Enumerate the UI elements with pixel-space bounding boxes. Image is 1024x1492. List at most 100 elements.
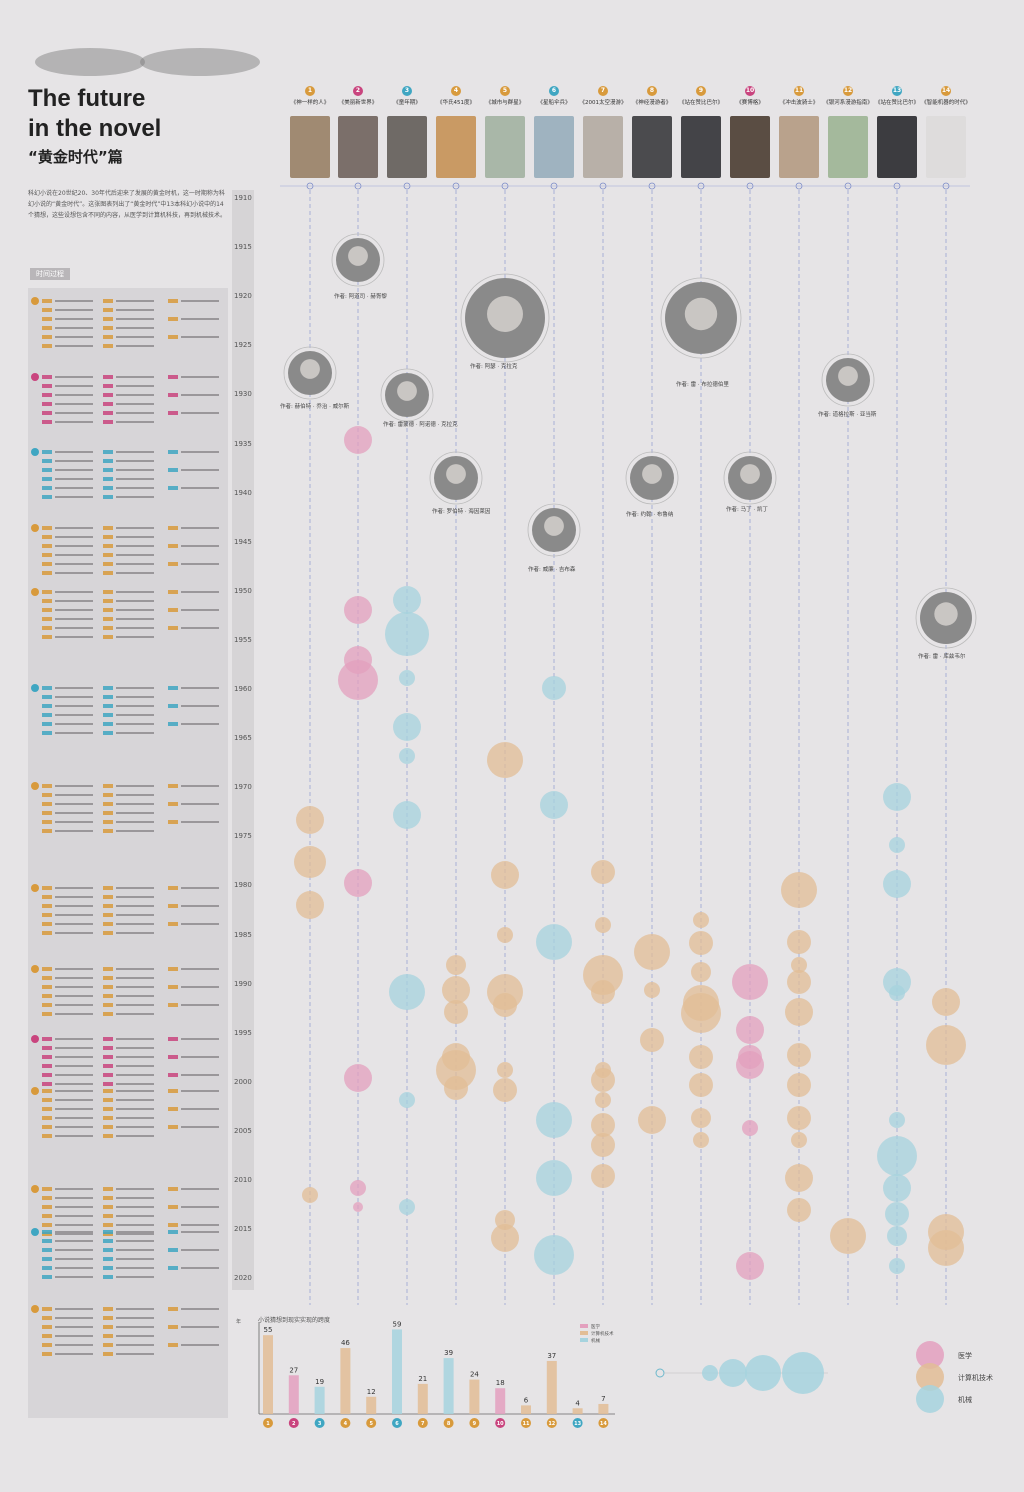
prediction-bubble bbox=[591, 860, 615, 884]
book-title: 《美丽新世界》 bbox=[338, 100, 378, 106]
sidebar-book-badge bbox=[31, 588, 39, 596]
sidebar-entry-text bbox=[55, 905, 93, 907]
sidebar-entry-text bbox=[116, 812, 154, 814]
year-tick-label: 1980 bbox=[234, 881, 252, 890]
sidebar-entry-text bbox=[181, 394, 219, 396]
prediction-bubble bbox=[693, 1132, 709, 1148]
sidebar-year-chip bbox=[168, 317, 178, 321]
prediction-bubble bbox=[389, 974, 425, 1010]
prediction-bubble bbox=[889, 985, 905, 1001]
sidebar-year-chip bbox=[42, 608, 52, 612]
sidebar-entry-text bbox=[116, 421, 154, 423]
sidebar-year-chip bbox=[103, 326, 113, 330]
sidebar-year-chip bbox=[168, 886, 178, 890]
sidebar-year-chip bbox=[168, 1230, 178, 1234]
timeline-chart bbox=[280, 182, 977, 1305]
book-cover-image bbox=[534, 116, 574, 178]
sidebar-year-chip bbox=[103, 535, 113, 539]
sidebar-year-chip bbox=[103, 1325, 113, 1329]
sidebar-year-chip bbox=[168, 904, 178, 908]
sidebar-entry-text bbox=[55, 1206, 93, 1208]
sidebar-entry-text bbox=[116, 600, 154, 602]
sidebar-year-chip bbox=[168, 686, 178, 690]
prediction-bubble bbox=[634, 934, 670, 970]
sidebar-entry-text bbox=[116, 1108, 154, 1110]
legend-medicine: 医学 bbox=[958, 1352, 972, 1360]
sidebar-entry-text bbox=[181, 1056, 219, 1058]
sidebar-year-chip bbox=[168, 967, 178, 971]
sidebar-year-chip bbox=[42, 1134, 52, 1138]
sidebar-entry-text bbox=[181, 545, 219, 547]
sidebar-entry-text bbox=[55, 1224, 93, 1226]
prediction-bubble bbox=[591, 1068, 615, 1092]
sidebar-book-badge bbox=[31, 297, 39, 305]
sidebar-year-chip bbox=[42, 1098, 52, 1102]
year-tick-label: 1960 bbox=[234, 685, 252, 693]
sidebar-entry-text bbox=[55, 345, 93, 347]
sidebar-year-chip bbox=[42, 459, 52, 463]
sidebar-book-badge bbox=[31, 373, 39, 381]
sidebar-year-chip bbox=[103, 1116, 113, 1120]
book-title: 《神一样的人》 bbox=[290, 100, 330, 106]
sidebar-entry-text bbox=[116, 460, 154, 462]
prediction-bubble bbox=[785, 998, 813, 1026]
category-label: 14 bbox=[600, 1421, 607, 1427]
sidebar-entry-text bbox=[55, 1126, 93, 1128]
span-bar bbox=[495, 1388, 506, 1414]
sidebar-entry-text bbox=[181, 968, 219, 970]
year-tick-label: 1965 bbox=[234, 734, 252, 743]
sidebar-year-chip bbox=[103, 571, 113, 575]
year-tick-label: 1925 bbox=[234, 341, 252, 350]
sidebar-entry-text bbox=[55, 318, 93, 320]
sidebar-year-chip bbox=[103, 1089, 113, 1093]
sidebar-year-chip bbox=[103, 731, 113, 735]
year-tick-label: 1970 bbox=[234, 783, 252, 792]
year-tick-label: 1955 bbox=[234, 635, 252, 644]
sidebar-entry-text bbox=[116, 995, 154, 997]
category-label: 13 bbox=[574, 1421, 581, 1427]
sidebar-year-chip bbox=[168, 1325, 178, 1329]
sidebar-year-chip bbox=[168, 1223, 178, 1227]
sidebar-year-chip bbox=[168, 1266, 178, 1270]
author-portrait-ring bbox=[331, 233, 385, 287]
sidebar-entries bbox=[31, 297, 219, 1356]
sidebar-year-chip bbox=[42, 495, 52, 499]
sidebar-entry-text bbox=[116, 1258, 154, 1260]
sidebar-entry-text bbox=[116, 932, 154, 934]
legend-machinery: 机械 bbox=[958, 1396, 972, 1404]
sidebar-year-chip bbox=[42, 486, 52, 490]
prediction-bubble bbox=[296, 806, 324, 834]
sidebar-year-chip bbox=[103, 1223, 113, 1227]
sidebar-entry-text bbox=[181, 803, 219, 805]
sidebar-entry-text bbox=[116, 1344, 154, 1346]
sidebar-entry-text bbox=[181, 1108, 219, 1110]
prediction-bubble bbox=[742, 1120, 758, 1136]
book-number-badge: 6 bbox=[549, 86, 559, 96]
sidebar-entry-text bbox=[116, 496, 154, 498]
sidebar-entry-text bbox=[55, 830, 93, 832]
book-title: 《神经漫游者》 bbox=[632, 100, 672, 106]
sidebar-entry-text bbox=[116, 1249, 154, 1251]
sidebar-year-chip bbox=[42, 1055, 52, 1059]
book-cover-image bbox=[877, 116, 917, 178]
bar-value-label: 7 bbox=[601, 1395, 605, 1403]
sidebar-entry-text bbox=[55, 1004, 93, 1006]
sidebar-year-chip bbox=[42, 326, 52, 330]
sidebar-entry-text bbox=[116, 803, 154, 805]
sidebar-year-chip bbox=[42, 886, 52, 890]
sidebar-year-chip bbox=[103, 922, 113, 926]
book-number-badge: 14 bbox=[941, 86, 951, 96]
sidebar-entry-text bbox=[55, 995, 93, 997]
sidebar-year-chip bbox=[103, 1012, 113, 1016]
sidebar-entry-text bbox=[55, 785, 93, 787]
sidebar-entry-text bbox=[55, 627, 93, 629]
book-title: 《赛博格》 bbox=[736, 100, 764, 106]
sidebar-year-chip bbox=[42, 626, 52, 630]
sidebar-entry-text bbox=[116, 1083, 154, 1085]
book-number-badge: 1 bbox=[305, 86, 315, 96]
sidebar-year-chip bbox=[42, 1037, 52, 1041]
category-label: 11 bbox=[523, 1421, 530, 1427]
bar-value-label: 6 bbox=[524, 1396, 529, 1404]
sidebar-entry-text bbox=[55, 1326, 93, 1328]
sidebar-year-chip bbox=[103, 1266, 113, 1270]
